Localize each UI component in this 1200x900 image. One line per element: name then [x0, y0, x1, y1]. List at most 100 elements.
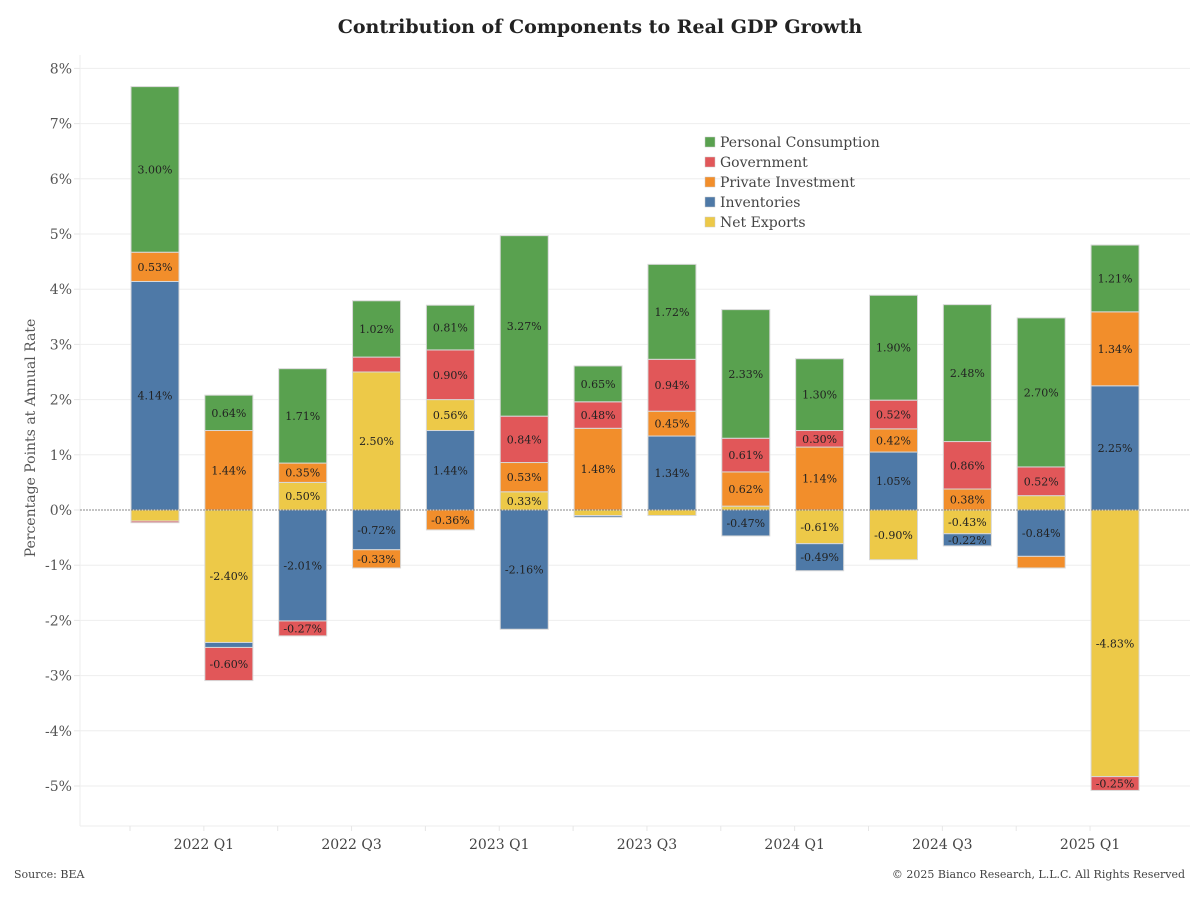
bar-segment-personal-consumption — [573, 365, 623, 403]
bar-data-label: -2.16% — [505, 564, 544, 577]
bar-data-label: -0.22% — [948, 534, 987, 547]
bar-data-label: 0.86% — [950, 459, 985, 472]
bar-data-label: -0.33% — [357, 553, 396, 566]
bar-segment-government — [1090, 776, 1140, 791]
y-tick-label: 7% — [50, 117, 72, 133]
bar-segment-private-investment — [1090, 311, 1140, 387]
bar-data-label: 2.25% — [1098, 442, 1133, 455]
y-tick-label: -5% — [45, 779, 72, 795]
bar-data-label: 0.33% — [507, 495, 542, 508]
bar-data-label: 0.48% — [581, 409, 616, 422]
y-tick-label: 6% — [50, 172, 72, 188]
bar-segment-government — [499, 415, 549, 464]
bar-data-label: 1.90% — [876, 342, 911, 355]
bar-segment-government — [204, 646, 254, 682]
gridlines — [80, 67, 1190, 787]
legend-swatch-net-exports — [704, 216, 716, 228]
bar-data-label: 0.94% — [654, 379, 689, 392]
y-tick-label: -1% — [45, 558, 72, 574]
bar-data-label: 1.72% — [654, 306, 689, 319]
bar-segment-government — [352, 356, 402, 373]
bar-segment-personal-consumption — [1090, 244, 1140, 313]
bar-data-label: 0.30% — [802, 433, 837, 446]
bar-segment-personal-consumption — [130, 86, 180, 253]
y-tick-label: 5% — [50, 227, 72, 243]
bar-segment-inventories — [278, 509, 328, 622]
legend-swatch-personal-consumption — [704, 136, 716, 148]
bar-segment-personal-consumption — [425, 304, 475, 351]
bar-data-label: 0.90% — [433, 369, 468, 382]
bar-segment-personal-consumption — [795, 358, 845, 432]
bar-segment-personal-consumption — [721, 309, 771, 439]
x-tick-label: 2023 Q1 — [469, 837, 529, 853]
bar-data-label: 0.50% — [285, 490, 320, 503]
legend-swatch-government — [704, 156, 716, 168]
bar-data-label: -0.84% — [1022, 527, 1061, 540]
bar-data-label: 2.33% — [728, 368, 763, 381]
bar-segment-net-exports — [647, 509, 697, 517]
legend-label: Net Exports — [720, 215, 806, 231]
x-tick-label: 2024 Q3 — [912, 837, 972, 853]
bar-segment-government — [721, 437, 771, 473]
bar-segment-personal-consumption — [942, 304, 992, 443]
bar-segment-net-exports — [573, 509, 623, 517]
bar-segment-personal-consumption — [869, 294, 918, 401]
legend-label: Private Investment — [720, 175, 855, 191]
bar-segment-inventories — [942, 533, 992, 547]
bar-data-label: 3.27% — [507, 320, 542, 333]
bar-data-label: -0.60% — [210, 658, 249, 671]
y-tick-label: 2% — [50, 393, 72, 409]
y-axis-label: Percentage Points at Annual Rate — [23, 319, 39, 558]
bar-data-label: 0.61% — [728, 449, 763, 462]
y-tick-label: -3% — [45, 669, 72, 685]
bar-data-label: 1.71% — [285, 410, 320, 423]
y-tick-label: 3% — [50, 337, 72, 353]
bar-segment-personal-consumption — [278, 368, 328, 464]
bar-segment-net-exports — [352, 371, 402, 511]
bar-data-label: 0.53% — [507, 471, 542, 484]
x-axis: 2022 Q1 2022 Q3 2023 Q1 2023 Q3 2024 Q1 2024 … — [80, 825, 1190, 853]
bar-data-label: 0.35% — [285, 467, 320, 480]
y-tick-label: 8% — [50, 61, 72, 77]
y-tick-label: -2% — [45, 613, 72, 629]
x-tick-label: 2022 Q3 — [321, 837, 381, 853]
legend-swatch-private-investment — [704, 176, 716, 188]
bar-segment-net-exports — [1090, 509, 1140, 778]
bar-data-label: -0.90% — [874, 529, 913, 542]
legend: Personal Consumption Government Private In… — [704, 135, 880, 231]
bar-data-label: -0.43% — [948, 516, 987, 529]
y-axis: 8% 7% 6% 5% 4% 3% 2% 1% 0% -1% -2% -3% -4% -5% — [45, 55, 81, 826]
y-tick-label: 0% — [50, 503, 72, 519]
bar-segment-net-exports — [130, 509, 180, 522]
bar-segment-inventories — [869, 451, 918, 511]
y-tick-label: 4% — [50, 282, 72, 298]
bar-segment-private-investment — [352, 549, 402, 569]
legend-label: Government — [720, 155, 808, 171]
bar-data-label: 4.14% — [138, 390, 173, 403]
bar-segment-private-investment — [573, 427, 623, 511]
bar-data-label: 1.48% — [581, 463, 616, 476]
bar-data-label: 0.42% — [876, 434, 911, 447]
bar-data-label: -0.27% — [283, 622, 322, 635]
bar-segment-personal-consumption — [204, 394, 254, 432]
bar-segment-personal-consumption — [352, 300, 402, 358]
bar-segment-government — [573, 401, 623, 429]
bar-data-label: 0.45% — [654, 418, 689, 431]
bar-data-label: 1.44% — [433, 464, 468, 477]
bar-segment-inventories — [130, 280, 180, 511]
bar-data-label: 1.30% — [802, 389, 837, 402]
bar-data-label: 3.00% — [138, 163, 173, 176]
bar-segment-private-investment — [204, 430, 254, 511]
bar-segment-inventories — [795, 543, 845, 572]
bar-data-label: -4.83% — [1096, 637, 1135, 650]
bar-segment-personal-consumption — [647, 263, 697, 360]
bar-data-label: 0.65% — [581, 378, 616, 391]
bar-segment-inventories — [647, 435, 697, 511]
bar-data-label: 0.62% — [728, 483, 763, 496]
bar-segment-inventories — [499, 509, 549, 630]
x-tick-label: 2023 Q3 — [617, 837, 677, 853]
x-tick-label: 2025 Q1 — [1060, 837, 1120, 853]
bar-segment-private-investment — [130, 251, 180, 282]
bar-data-label: 1.14% — [802, 473, 837, 486]
